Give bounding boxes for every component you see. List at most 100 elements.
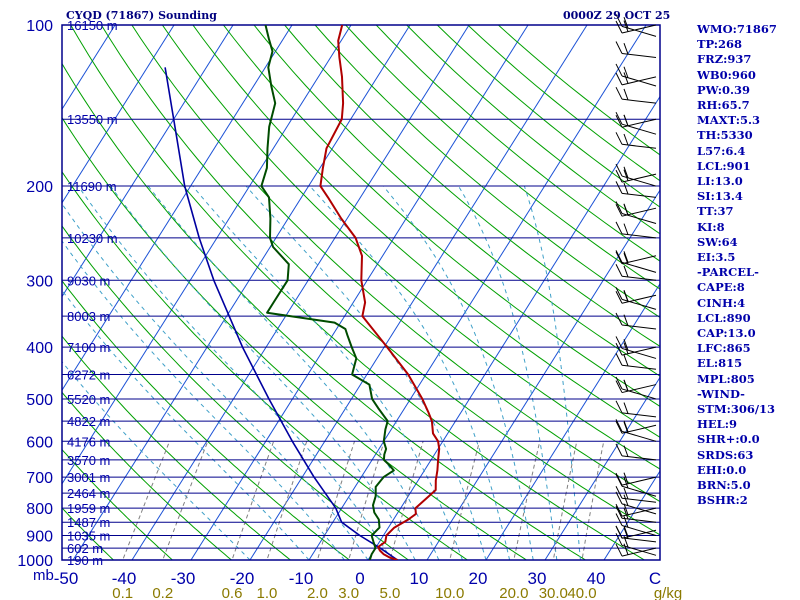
index-line: L57:6.4: [697, 143, 746, 158]
index-line: RH:65.7: [697, 98, 750, 113]
mixing-ratio-line: [231, 441, 275, 560]
dry-adiabat-line: [62, 170, 469, 560]
height-label: 1035 m: [67, 529, 110, 544]
isotherm-line: [72, 25, 411, 560]
mixing-ratio-label: 5.0: [380, 585, 401, 600]
index-line: SRDS:63: [697, 447, 754, 462]
dry-adiabat-line: [62, 448, 174, 560]
dry-adiabat-line: [344, 25, 660, 290]
index-line: CINH:4: [697, 295, 746, 310]
mixing-ratio-label: 10.0: [435, 585, 464, 600]
mixing-ratio-label: 0.6: [222, 585, 243, 600]
wind-barb: [615, 290, 657, 304]
height-label: 1959 m: [67, 501, 110, 516]
mixing-ratio-label: 20.0: [499, 585, 528, 600]
background-lines: [62, 25, 660, 560]
isotherm-line: [131, 25, 470, 560]
chart-title: CYQD (71867) Sounding: [66, 9, 217, 22]
wind-barb: [615, 72, 657, 86]
height-label: 16150 m: [67, 18, 118, 33]
height-label: 4176 m: [67, 434, 110, 449]
wind-barb: [615, 221, 657, 239]
height-label: 190 m: [67, 553, 103, 568]
moist-adiabat-line: [62, 289, 310, 560]
mixing-ratio-label: 3.0: [338, 585, 359, 600]
moist-adiabat-line: [523, 185, 581, 560]
wind-barb: [615, 63, 657, 87]
pressure-unit-label: mb: [33, 567, 54, 584]
wind-barb: [615, 163, 657, 187]
moist-adiabat-line: [309, 185, 511, 560]
index-line: TP:268: [697, 37, 743, 52]
mixing-ratio-line: [122, 441, 171, 560]
temperature-tick-label: -20: [230, 569, 255, 588]
wind-barb: [615, 506, 657, 523]
pressure-tick-label: 900: [26, 529, 53, 546]
index-line: WMO:71867: [697, 22, 777, 36]
index-line: MAXT:5.3: [697, 113, 760, 128]
temperature-profile: [319, 25, 441, 560]
dewpoint-profile: [260, 25, 395, 560]
mixing-ratio-line: [348, 441, 385, 560]
moist-adiabat-line: [77, 185, 393, 560]
isotherm-line: [62, 25, 234, 298]
mixing-ratio-line: [266, 441, 308, 560]
index-line: CAP:13.0: [697, 326, 756, 341]
index-line: CAPE:8: [697, 280, 745, 295]
mixing-ratio-label: 0.1: [112, 585, 133, 600]
index-line: BSHR:2: [697, 493, 748, 508]
wind-barb: [615, 376, 657, 400]
mixing-ratio-line: [581, 441, 605, 560]
moist-adiabat-line: [62, 240, 345, 560]
moist-adiabat-line: [245, 185, 487, 560]
wind-barb: [615, 312, 657, 330]
temperature-tick-label: 40: [587, 569, 606, 588]
dry-adiabat-line: [62, 335, 292, 560]
height-label: 6272 m: [67, 367, 110, 382]
mixing-ratio-label: g/kg: [654, 585, 682, 600]
index-line: WB0:960: [697, 67, 756, 82]
wind-barb: [615, 111, 657, 135]
wind-barb: [615, 41, 657, 58]
moist-adiabat-line: [458, 185, 558, 560]
height-label: 8003 m: [67, 309, 110, 324]
index-line: SI:13.4: [697, 189, 743, 204]
index-line: PW:0.39: [697, 82, 751, 97]
isotherm-line: [485, 282, 660, 560]
index-line: STM:306/13: [697, 402, 776, 417]
temperature-tick-label: -40: [112, 569, 137, 588]
index-line: KI:8: [697, 219, 725, 234]
dry-adiabat-line: [283, 25, 660, 348]
dry-adiabat-line: [253, 25, 660, 377]
wind-barb: [615, 203, 657, 217]
mixing-ratio-line: [316, 441, 355, 560]
moist-adiabat-line: [147, 185, 440, 560]
wind-barb: [615, 114, 657, 128]
wind-barbs: [615, 14, 657, 557]
wind-barb: [615, 533, 657, 556]
index-line: EL:815: [697, 356, 743, 371]
index-line: LCL:901: [697, 158, 751, 173]
mixing-ratio-line: [449, 441, 480, 560]
moist-adiabat-line: [110, 185, 416, 560]
pressure-tick-label: 800: [26, 501, 53, 518]
pressure-tick-label: 1000: [17, 553, 53, 570]
wind-barb: [615, 420, 657, 434]
pressure-tick-label: 500: [26, 392, 53, 409]
temperature-tick-label: C: [649, 569, 661, 588]
temperature-tick-label: -50: [54, 569, 79, 588]
index-line: HEL:9: [697, 417, 737, 432]
wind-barb: [615, 353, 657, 370]
wind-barb: [615, 491, 657, 515]
wind-barb: [615, 86, 657, 104]
height-label: 7100 m: [67, 340, 110, 355]
wind-barb: [615, 264, 657, 281]
wind-barb: [615, 525, 657, 539]
wind-barb: [615, 486, 657, 503]
mixing-ratio-label: 0.2: [152, 585, 173, 600]
index-line: TH:5330: [697, 128, 753, 143]
index-line: TT:37: [697, 204, 734, 219]
isobar-lines: [61, 24, 661, 561]
index-line: SW:64: [697, 234, 738, 249]
temperature-tick-label: 0: [355, 569, 364, 588]
